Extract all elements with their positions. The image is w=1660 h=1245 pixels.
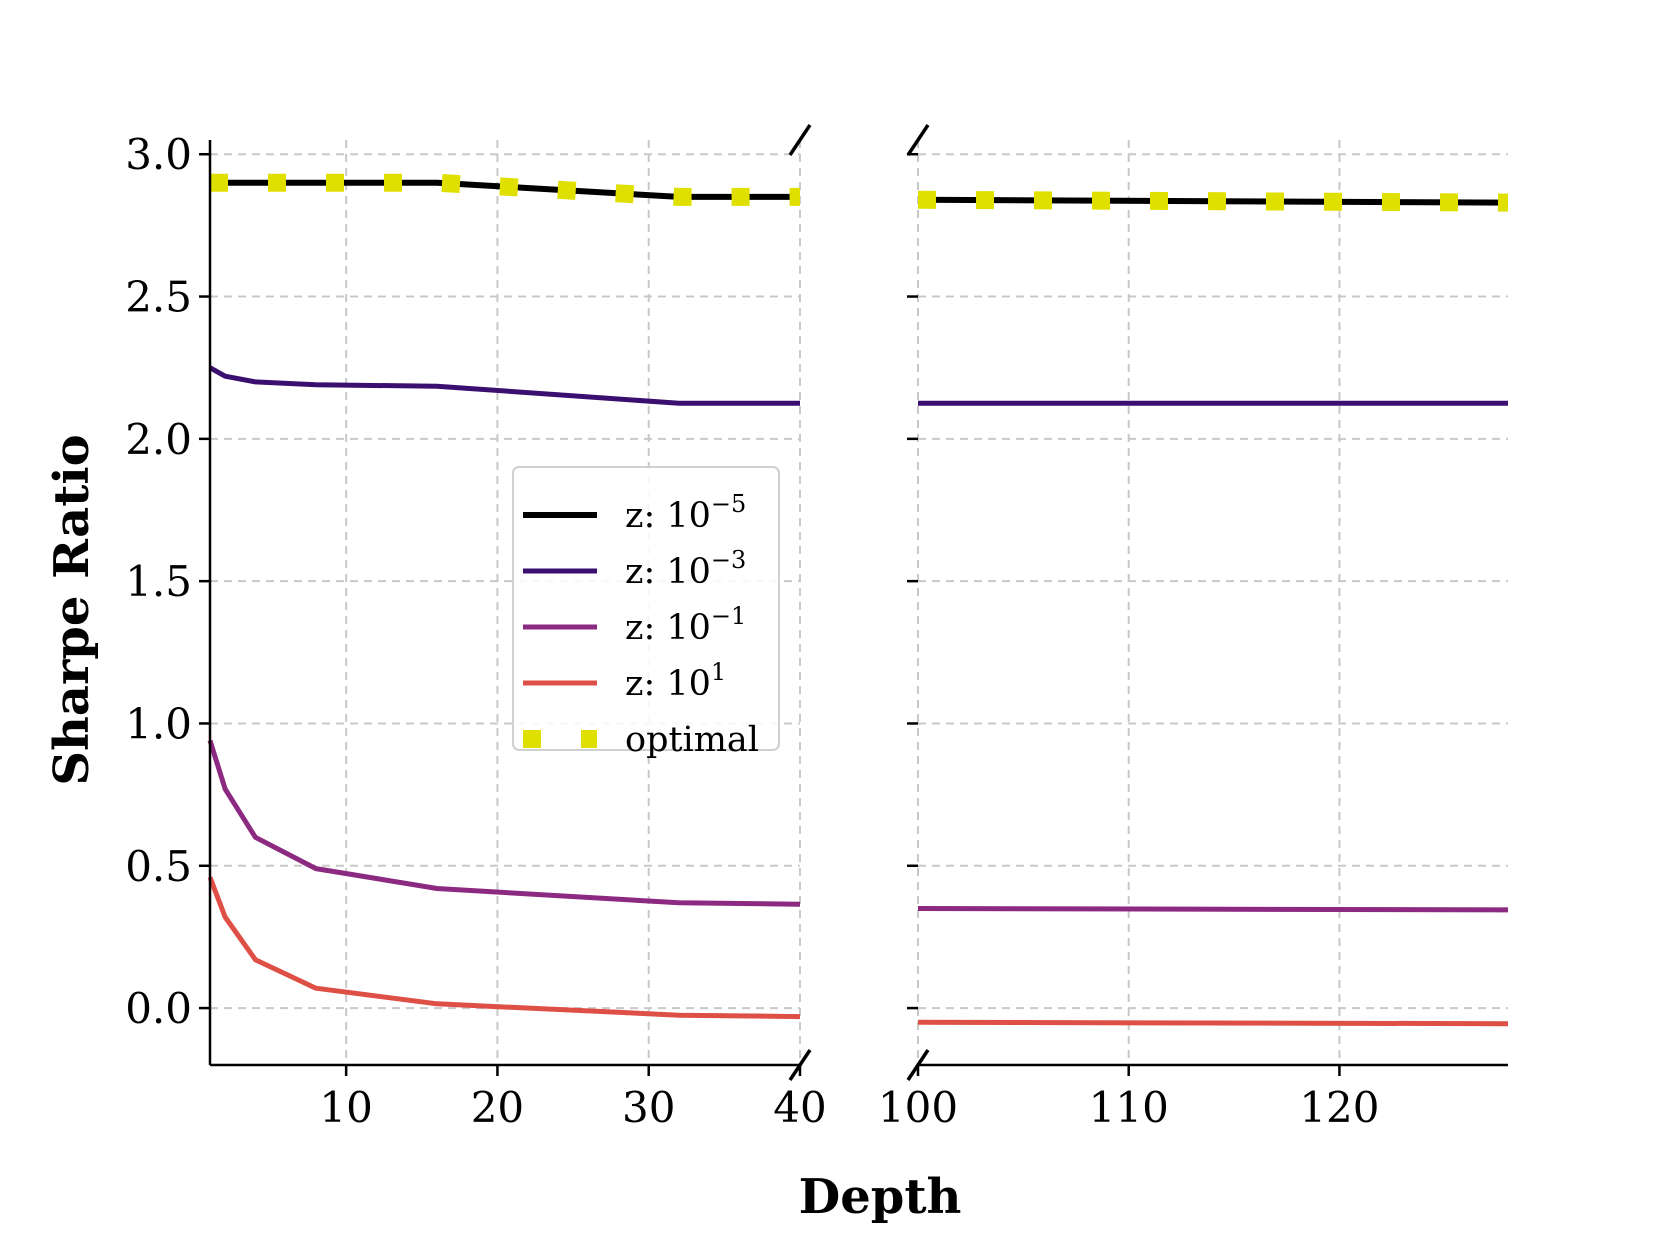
legend-label: z: 10−5 [625,490,746,536]
x-tick-label: 30 [622,1083,675,1132]
x-tick-label: 40 [773,1083,826,1132]
x-tick-label: 120 [1299,1083,1379,1132]
series-line [917,190,1509,212]
y-tick-label: 0.5 [125,842,192,891]
y-tick-label: 3.0 [125,130,192,179]
y-tick-label: 0.0 [125,984,192,1033]
series-line [917,1019,1509,1027]
x-tick-label: 110 [1089,1083,1169,1132]
axes: 0.0 0.5 1.0 1.5 2.0 2.5 3.0 10 20 30 40 100 110 120 [125,124,1508,1132]
axis-break-mark [788,1049,812,1081]
legend-label: optimal [625,720,759,760]
y-axis-title: Sharpe Ratio [44,434,100,785]
legend-label: z: 101 [625,658,726,704]
series-line [917,906,1509,913]
series-line [207,739,801,907]
axis-break-mark [906,124,930,156]
x-tick-label: 10 [319,1083,372,1132]
series-line [210,173,800,206]
series-line [208,365,800,406]
axis-break-mark [788,124,812,156]
x-axis-title: Depth [799,1169,962,1225]
x-tick-label: 20 [471,1083,524,1132]
grid [210,140,1508,1065]
axis-break-mark [906,1049,930,1081]
x-tick-label: 100 [878,1083,958,1132]
y-tick-label: 2.5 [125,273,192,322]
y-tick-label: 2.0 [125,415,192,464]
y-tick-label: 1.5 [125,557,192,606]
y-tick-label: 1.0 [125,699,192,748]
legend-frame [512,466,780,751]
series-layer [207,173,1509,1027]
series-line [207,876,801,1020]
